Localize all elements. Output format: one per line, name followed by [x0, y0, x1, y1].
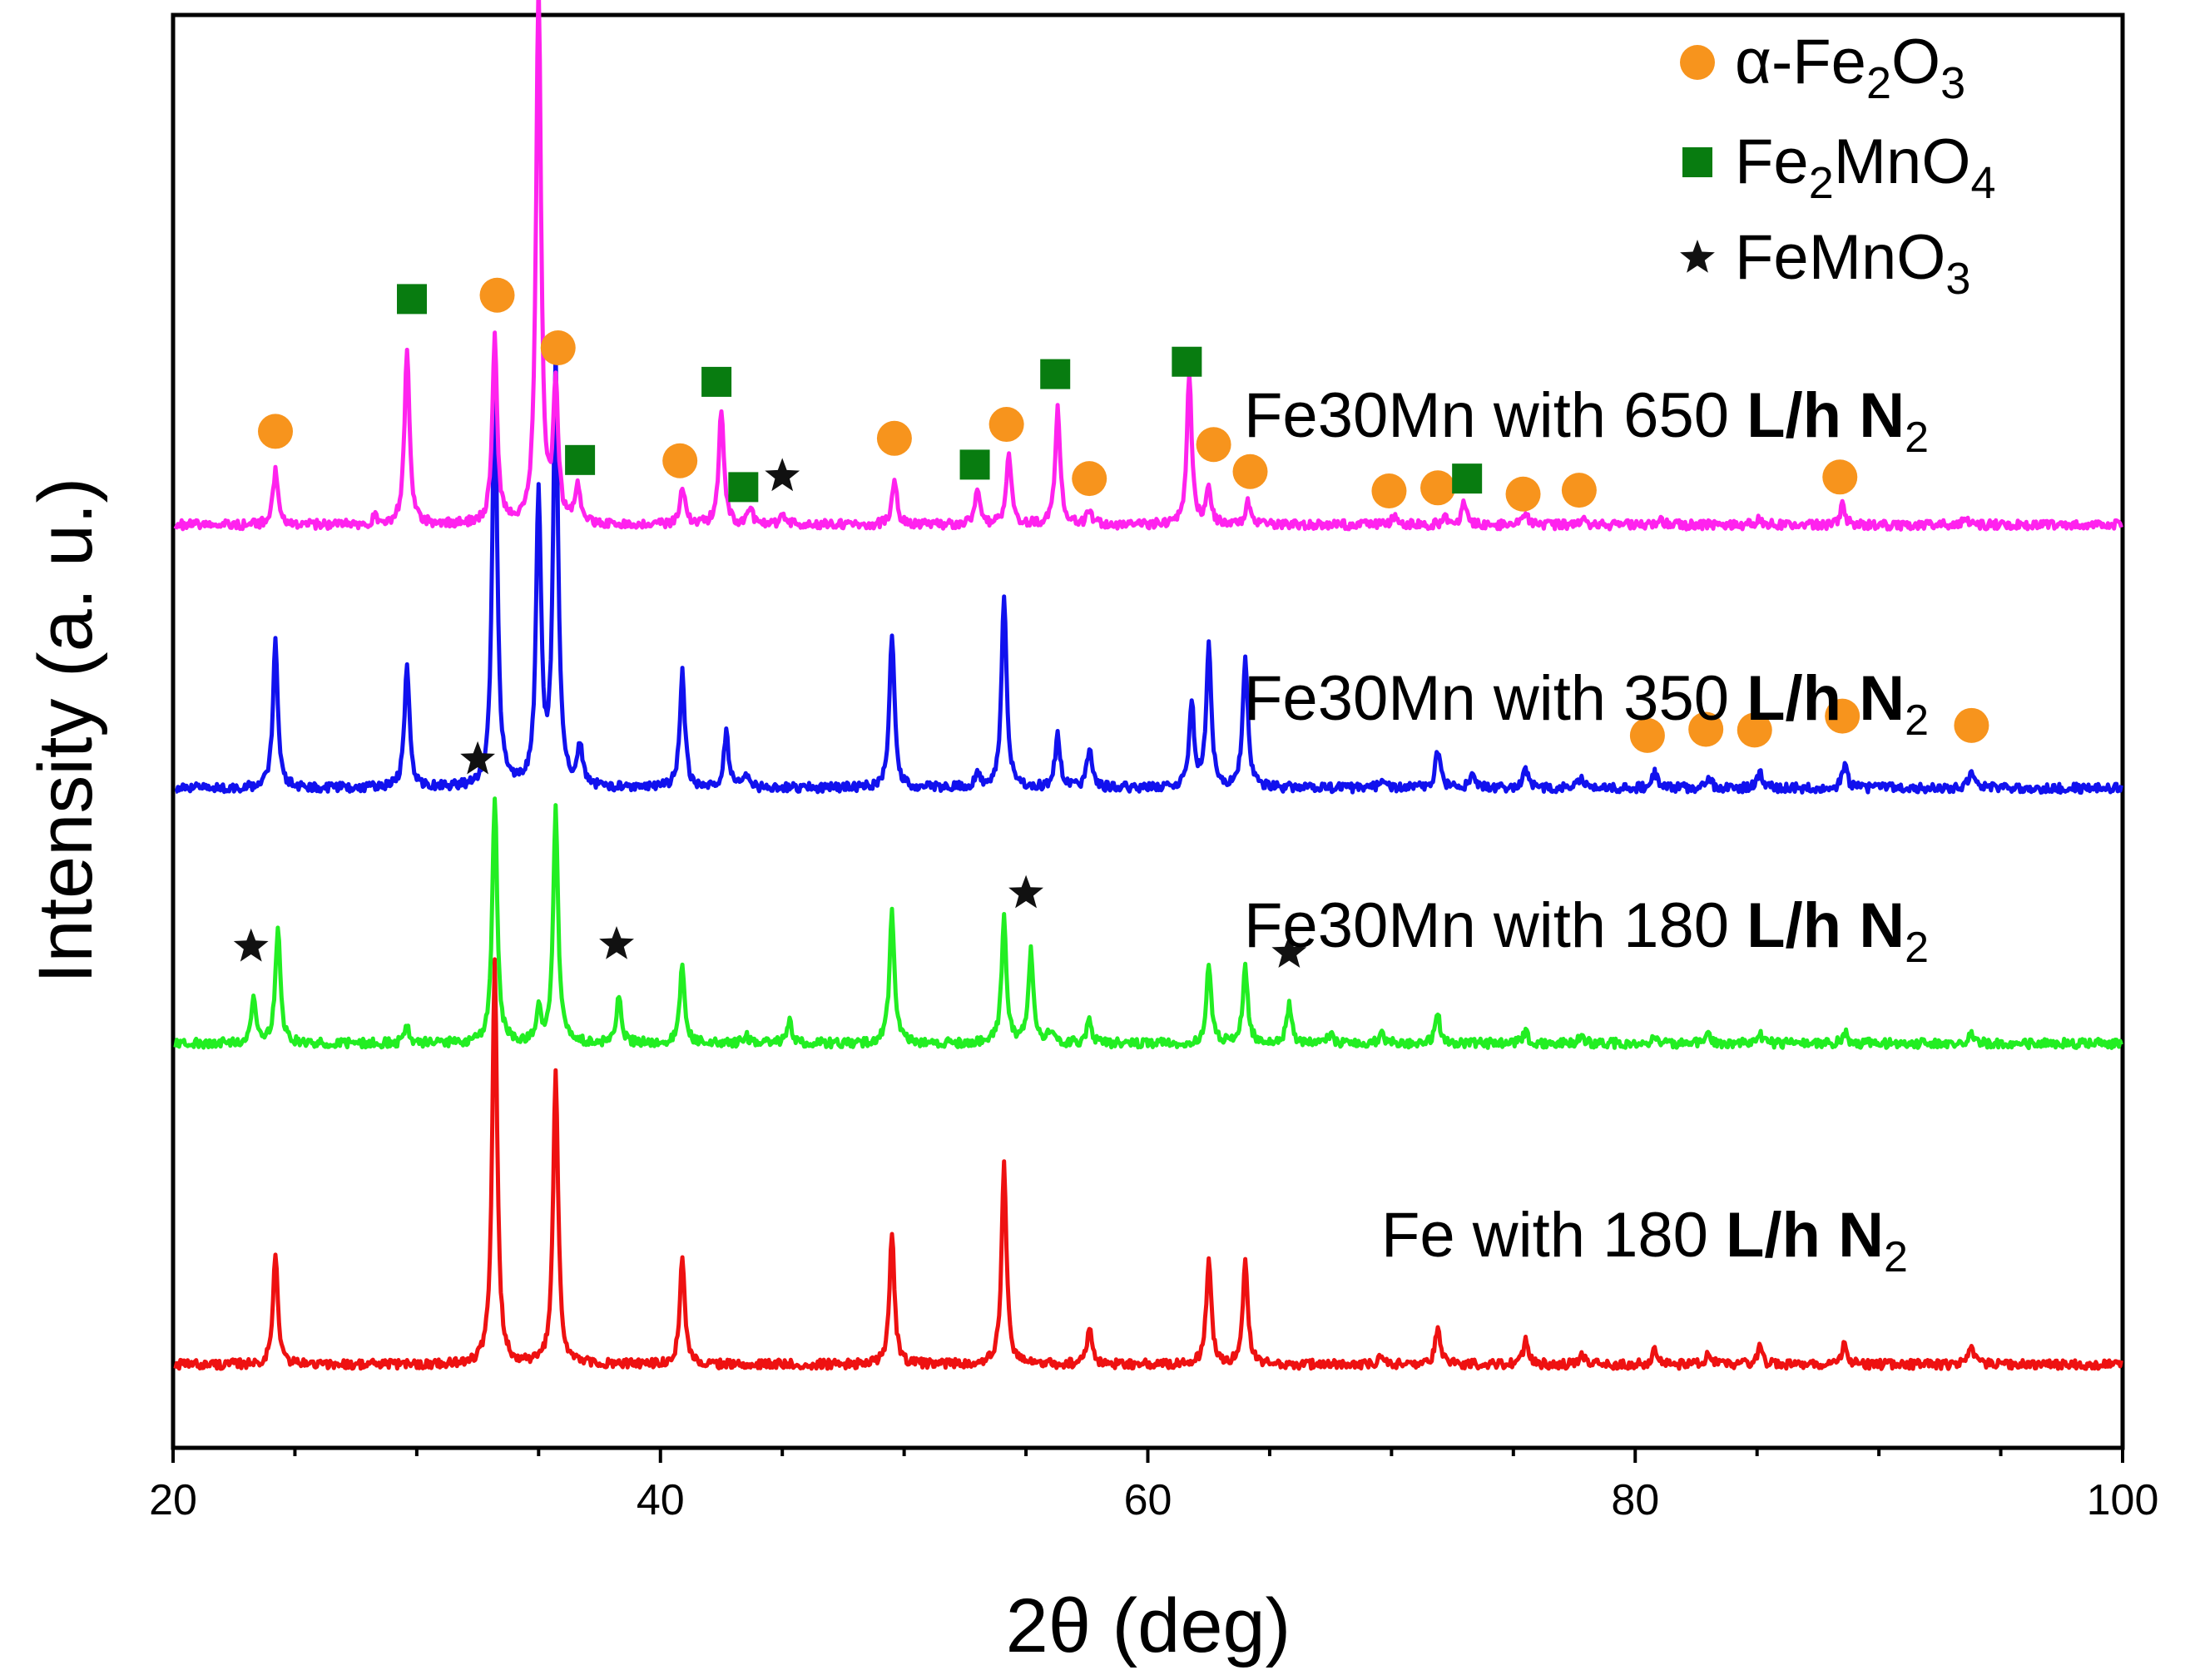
series-label: Fe30Mn with 650 L/h N2	[1244, 380, 1929, 462]
phase-marker-star	[1008, 875, 1043, 909]
series-label-unit: L/h N	[1747, 663, 1905, 734]
phase-marker-circle	[1420, 470, 1456, 506]
phase-marker-circle	[1737, 712, 1772, 748]
series-label: Fe30Mn with 180 L/h N2	[1244, 890, 1929, 972]
phase-marker-circle	[988, 407, 1024, 443]
series-label-unit: L/h N	[1747, 380, 1905, 451]
legend: α-Fe2O3 Fe2MnO4 FeMnO3	[1680, 27, 1996, 304]
phase-marker-square	[701, 366, 732, 397]
phase-marker-circle	[1561, 473, 1597, 508]
phase-marker-circle	[540, 330, 576, 365]
y-axis-title: Intensity (a. u.)	[23, 478, 108, 984]
phase-marker-square	[397, 284, 428, 315]
series-label-subscript: 2	[1884, 1233, 1908, 1281]
x-tick-label: 60	[1124, 1476, 1172, 1524]
phase-marker-star	[233, 928, 269, 962]
legend-label: α-Fe2O3	[1735, 27, 1965, 108]
x-tick-label: 20	[149, 1476, 197, 1524]
series-label-subscript: 2	[1905, 414, 1929, 462]
phase-marker-star	[765, 458, 800, 492]
phase-marker-square	[565, 444, 596, 475]
x-axis-title: 2θ (deg)	[1006, 1583, 1291, 1668]
phase-marker-star	[460, 741, 495, 775]
series-label-unit: L/h N	[1726, 1200, 1884, 1271]
series-layer	[173, 0, 2123, 1371]
phase-marker-circle	[479, 277, 515, 313]
phase-marker-circle	[1505, 476, 1541, 512]
series-label-unit: L/h N	[1747, 890, 1905, 961]
legend-marker-square	[1682, 147, 1712, 177]
phase-marker-square	[1452, 463, 1483, 494]
legend-label: Fe2MnO4	[1735, 126, 1996, 208]
legend-marker-circle	[1680, 45, 1715, 80]
phase-marker-star	[599, 926, 634, 959]
series-label-main: Fe30Mn with 350	[1244, 663, 1747, 734]
x-tick-label: 100	[2087, 1476, 2159, 1524]
x-tick-label: 40	[637, 1476, 685, 1524]
series-label-main: Fe with 180	[1381, 1200, 1726, 1271]
phase-marker-circle	[1954, 707, 1989, 743]
phase-marker-circle	[1196, 427, 1231, 463]
series-label-subscript: 2	[1905, 924, 1929, 972]
series-line	[174, 349, 2123, 795]
phase-marker-circle	[258, 414, 294, 449]
phase-marker-circle	[1629, 717, 1665, 753]
phase-marker-circle	[876, 420, 912, 456]
phase-marker-square	[1172, 346, 1202, 377]
series-label-main: Fe30Mn with 650	[1244, 380, 1747, 451]
legend-label: FeMnO3	[1735, 222, 1970, 304]
phase-marker-square	[728, 472, 759, 503]
phase-marker-circle	[1825, 698, 1860, 734]
phase-marker-square	[959, 449, 990, 480]
phase-marker-circle	[1371, 473, 1407, 509]
x-axis-ticks: 20 40 60 80 100	[149, 1448, 2158, 1524]
phase-marker-star	[1271, 934, 1307, 968]
series-label-main: Fe30Mn with 180	[1244, 890, 1747, 961]
phase-marker-circle	[1072, 461, 1107, 497]
series-label: Fe30Mn with 350 L/h N2	[1244, 663, 1929, 745]
phase-marker-circle	[1688, 711, 1724, 747]
x-tick-label: 80	[1611, 1476, 1659, 1524]
legend-marker-star	[1680, 240, 1715, 273]
phase-marker-square	[1040, 359, 1071, 389]
series-line	[173, 957, 2123, 1371]
phase-marker-circle	[1232, 453, 1268, 489]
series-line	[173, 0, 2123, 532]
series-label: Fe with 180 L/h N2	[1381, 1200, 1908, 1281]
series-line	[173, 796, 2123, 1051]
phase-marker-circle	[1822, 459, 1858, 495]
phase-marker-circle	[662, 443, 698, 478]
phase-marker-layer	[233, 277, 1989, 968]
series-label-subscript: 2	[1905, 696, 1929, 745]
